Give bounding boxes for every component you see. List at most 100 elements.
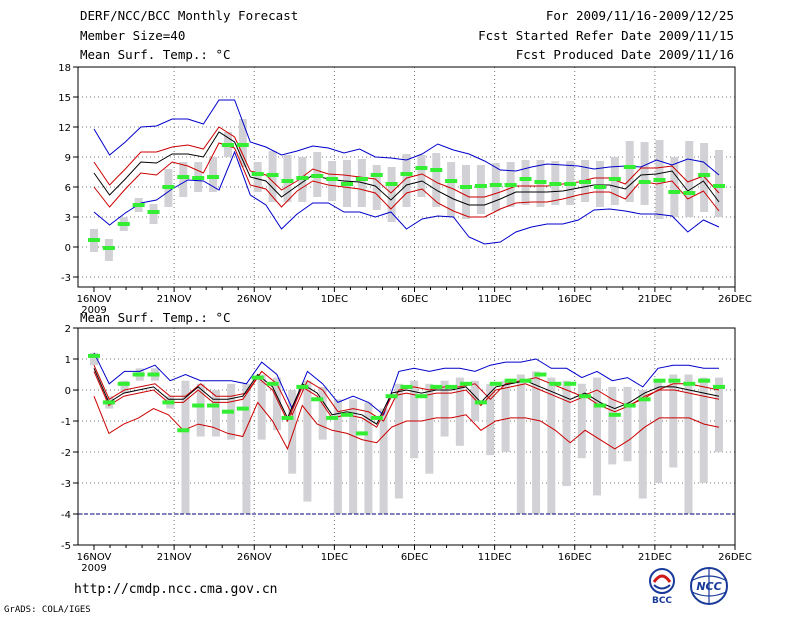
- ensemble-box: [699, 377, 708, 483]
- clim-marker: [355, 177, 368, 181]
- ensemble-box: [669, 374, 678, 468]
- ensemble-box: [547, 377, 556, 514]
- ensemble-box: [684, 374, 693, 514]
- clim-marker: [221, 409, 234, 414]
- clim-marker: [579, 394, 592, 399]
- clim-marker: [385, 182, 398, 186]
- clim-marker: [207, 403, 220, 408]
- clim-marker: [504, 378, 517, 383]
- clim-marker: [266, 173, 279, 177]
- series-max-line: [93, 99, 720, 176]
- clim-marker: [534, 372, 547, 377]
- clim-marker: [623, 403, 636, 408]
- clim-marker: [653, 378, 666, 383]
- ensemble-box: [242, 383, 251, 514]
- ensemble-box: [462, 165, 471, 219]
- x-tick-label: 21NOV: [157, 552, 192, 563]
- ensemble-box: [608, 386, 617, 465]
- clim-marker: [296, 384, 309, 389]
- ensemble-box: [562, 380, 571, 487]
- clim-marker: [370, 415, 383, 420]
- ensemble-box: [623, 386, 632, 462]
- source-url: http://cmdp.ncc.cma.gov.cn: [74, 582, 278, 597]
- ensemble-box: [432, 153, 441, 207]
- clim-marker: [88, 238, 100, 242]
- y-tick-label: 12: [58, 123, 71, 134]
- x-tick-label: 1DEC: [321, 294, 348, 305]
- y-tick-label: -3: [61, 273, 71, 284]
- clim-marker: [385, 394, 398, 399]
- x-tick-label: 26NOV: [237, 552, 272, 563]
- y-tick-label: 9: [65, 153, 71, 164]
- ensemble-box: [288, 390, 297, 474]
- ensemble-box: [211, 390, 220, 437]
- y-tick-label: 15: [58, 93, 71, 104]
- clim-marker: [653, 178, 666, 182]
- clim-marker: [311, 397, 324, 402]
- clim-marker: [683, 191, 696, 195]
- clim-marker: [147, 372, 160, 377]
- clim-marker: [370, 173, 383, 177]
- bcc-logo: BCC: [649, 568, 675, 606]
- clim-marker: [713, 184, 725, 188]
- clim-marker: [400, 172, 413, 176]
- y-tick-label: 2: [65, 324, 71, 335]
- ensemble-box: [447, 162, 456, 217]
- y-tick-label: -3: [61, 479, 71, 490]
- clim-marker: [608, 412, 621, 417]
- clim-marker: [132, 372, 145, 377]
- x-year-label: 2009: [81, 563, 106, 574]
- clim-marker: [340, 182, 353, 186]
- clim-marker: [132, 203, 145, 207]
- ensemble-box: [387, 167, 396, 222]
- fcst-started-date: Fcst Started Refer Date 2009/11/15: [478, 28, 734, 43]
- clim-marker: [713, 384, 725, 389]
- ensemble-box: [625, 141, 634, 202]
- clim-marker: [593, 185, 606, 189]
- y-tick-label: 0: [65, 386, 71, 397]
- clim-marker: [445, 384, 458, 389]
- clim-marker: [489, 381, 502, 386]
- series-min-line: [93, 150, 720, 245]
- plot-frame: [77, 66, 736, 288]
- clim-marker: [88, 353, 100, 358]
- series-lower-line: [93, 371, 720, 428]
- ensemble-box: [179, 162, 188, 197]
- x-tick-label: 1DEC: [321, 552, 348, 563]
- ncc-logo: NCC: [690, 567, 728, 605]
- member-size: Member Size=40: [80, 28, 186, 43]
- ensemble-box: [402, 154, 411, 207]
- ensemble-box: [640, 142, 649, 205]
- clim-marker: [162, 400, 175, 405]
- ensemble-box: [595, 161, 604, 207]
- clim-marker: [474, 400, 487, 405]
- clim-marker: [102, 246, 115, 250]
- clim-marker: [474, 184, 487, 188]
- x-tick-label: 26NOV: [237, 294, 272, 305]
- clim-marker: [236, 406, 249, 411]
- series-mean-line: [93, 368, 720, 425]
- series-mean-line: [93, 131, 720, 206]
- ensemble-box: [394, 383, 403, 499]
- ensemble-box: [333, 399, 342, 514]
- panel-title: Mean Surf. Temp.: °C: [80, 310, 231, 325]
- clim-marker: [460, 185, 473, 189]
- clim-marker: [400, 384, 413, 389]
- ensemble-box: [318, 386, 327, 440]
- ensemble-box: [577, 383, 586, 459]
- clim-marker: [489, 183, 502, 187]
- clim-marker: [668, 190, 681, 194]
- x-tick-label: 16NOV: [77, 294, 112, 305]
- clim-marker: [221, 143, 234, 147]
- y-tick-label: -4: [61, 510, 71, 521]
- clim-marker: [177, 175, 190, 179]
- x-tick-label: 16DEC: [558, 552, 592, 563]
- ensemble-box: [283, 155, 292, 202]
- y-tick-label: -5: [61, 541, 71, 552]
- clim-marker: [326, 177, 339, 181]
- series-max-line: [93, 352, 719, 416]
- ensemble-box: [715, 377, 723, 452]
- clim-marker: [623, 165, 636, 169]
- ensemble-box: [253, 162, 262, 192]
